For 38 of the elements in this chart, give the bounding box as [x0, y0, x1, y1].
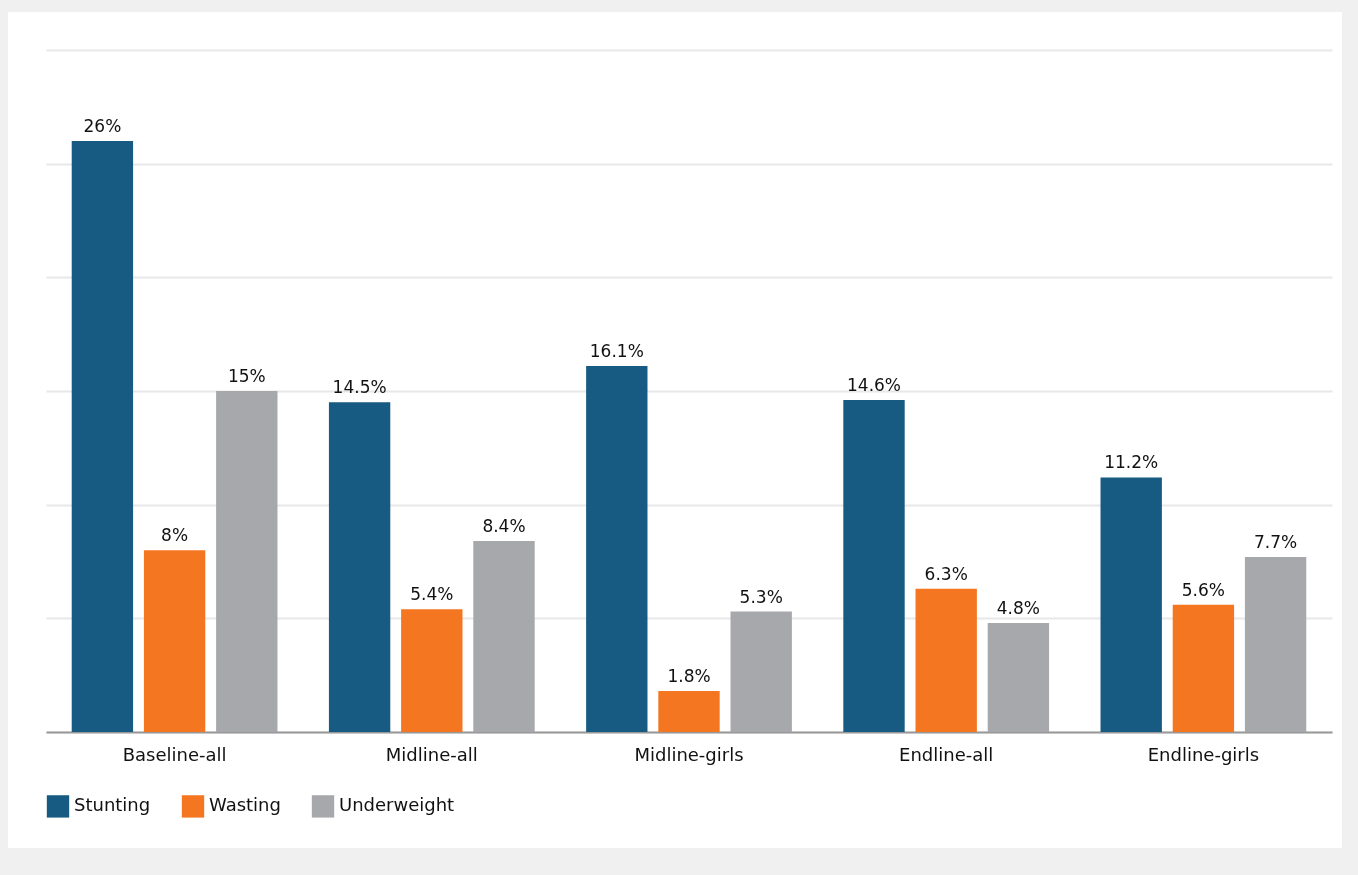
- x-tick-label: Midline-all: [385, 743, 478, 765]
- bar: [586, 365, 648, 732]
- bar: [71, 140, 134, 732]
- data-label: 4.8%: [996, 597, 1040, 618]
- data-label: 16.1%: [589, 340, 644, 361]
- data-label: 15%: [227, 366, 266, 386]
- data-label: 5.3%: [739, 586, 783, 607]
- data-label: 5.6%: [1181, 579, 1225, 600]
- bar: [658, 691, 720, 732]
- bar: [143, 550, 206, 732]
- bar: [1100, 477, 1162, 732]
- data-label: 8.4%: [482, 516, 526, 537]
- x-tick-label: Endline-all: [899, 743, 994, 765]
- bar: [730, 611, 792, 732]
- bar: [987, 622, 1050, 732]
- x-tick-label: Baseline-all: [122, 743, 227, 765]
- bar: [1244, 556, 1307, 732]
- x-tick-label: Midline-girls: [634, 743, 744, 765]
- bar: [328, 402, 391, 732]
- legend-label: Underweight: [339, 794, 455, 816]
- data-label: 1.8%: [667, 666, 711, 687]
- bar: [216, 391, 278, 732]
- data-label: 8%: [161, 525, 189, 546]
- data-label: 5.4%: [410, 584, 454, 605]
- data-label: 7.7%: [1253, 531, 1298, 552]
- legend-label: Stunting: [74, 794, 151, 816]
- bar: [473, 541, 535, 732]
- legend-label: Wasting: [209, 794, 281, 816]
- x-tick-label: Endline-girls: [1147, 743, 1260, 765]
- data-label: 6.3%: [924, 563, 968, 584]
- data-label: 14.5%: [332, 377, 387, 398]
- bar: [843, 400, 905, 732]
- data-label: 14.6%: [847, 375, 902, 396]
- bar: [915, 588, 977, 732]
- bar: [1172, 604, 1235, 732]
- data-label: 11.2%: [1104, 452, 1159, 473]
- bar: [401, 609, 463, 732]
- data-label: 26%: [83, 115, 122, 136]
